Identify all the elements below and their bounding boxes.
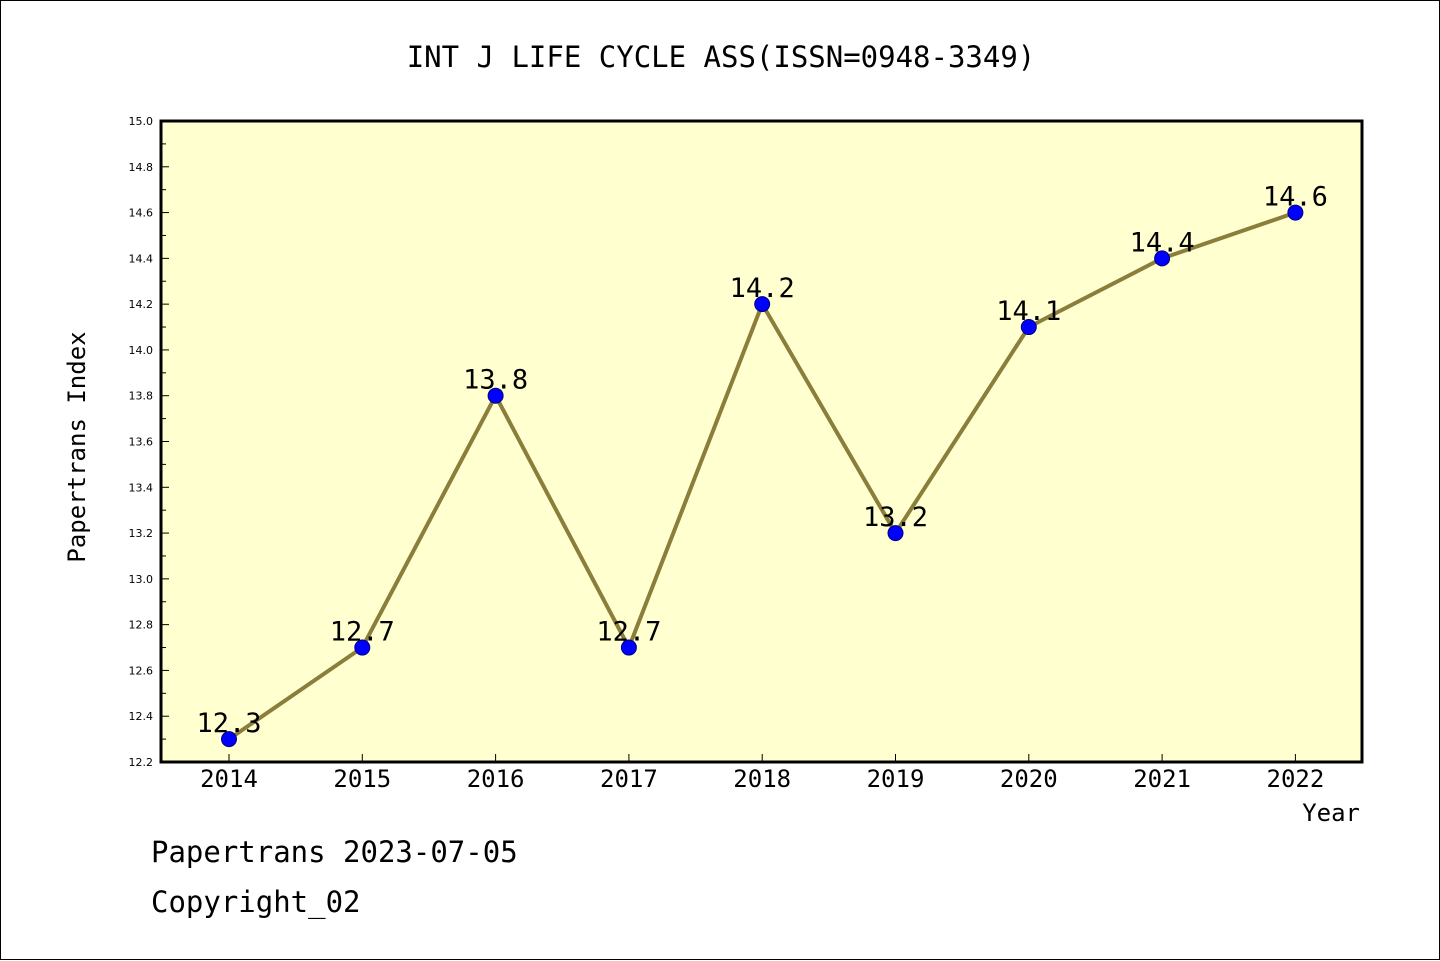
y-tick-label: 14.8 [129, 161, 154, 174]
x-tick-label: 2017 [600, 765, 658, 793]
x-tick-label: 2015 [333, 765, 391, 793]
data-label: 14.2 [730, 273, 795, 304]
data-label: 13.2 [863, 502, 928, 533]
y-tick-label: 14.6 [129, 207, 154, 220]
y-tick-label: 13.0 [129, 573, 154, 586]
x-tick-label: 2022 [1267, 765, 1325, 793]
y-tick-label: 12.2 [129, 756, 154, 769]
data-point [620, 639, 637, 656]
x-tick-label: 2014 [200, 765, 258, 793]
data-point [887, 525, 904, 542]
x-tick-label: 2020 [1000, 765, 1058, 793]
y-tick-label: 14.2 [129, 298, 154, 311]
x-axis-label: Year [1302, 799, 1360, 827]
y-tick-label: 12.8 [129, 619, 154, 632]
data-label: 14.4 [1130, 227, 1195, 258]
data-label: 12.3 [196, 708, 261, 739]
data-label: 14.6 [1263, 182, 1328, 213]
data-point [1287, 204, 1304, 221]
x-tick-label: 2016 [467, 765, 525, 793]
y-tick-label: 13.4 [129, 481, 154, 494]
data-label: 12.7 [330, 617, 395, 648]
data-label: 12.7 [596, 617, 661, 648]
data-point [354, 639, 371, 656]
plot-frame [159, 119, 1364, 764]
y-tick-label: 14.0 [129, 344, 154, 357]
data-point [754, 296, 771, 313]
y-tick-label: 15.0 [129, 115, 154, 128]
y-tick-label: 12.4 [129, 710, 154, 723]
data-point [1020, 319, 1037, 336]
chart-title: INT J LIFE CYCLE ASS(ISSN=0948-3349) [407, 40, 1036, 74]
y-tick-label: 12.6 [129, 664, 154, 677]
y-tick-label: 14.4 [129, 252, 154, 265]
footer-date: Papertrans 2023-07-05 [151, 835, 518, 869]
data-point [487, 387, 504, 404]
data-label: 13.8 [463, 365, 528, 396]
footer-copyright: Copyright_02 [151, 885, 361, 919]
y-axis-label: Papertrans Index [63, 331, 91, 562]
x-tick-label: 2018 [733, 765, 791, 793]
data-label: 14.1 [996, 296, 1061, 327]
data-point [221, 731, 237, 748]
y-tick-label: 13.6 [129, 436, 154, 449]
data-point [1154, 250, 1171, 267]
plot-area [161, 121, 1362, 762]
x-tick-label: 2021 [1133, 765, 1191, 793]
y-tick-label: 13.8 [129, 390, 154, 403]
x-tick-label: 2019 [867, 765, 925, 793]
y-tick-label: 13.2 [129, 527, 154, 540]
